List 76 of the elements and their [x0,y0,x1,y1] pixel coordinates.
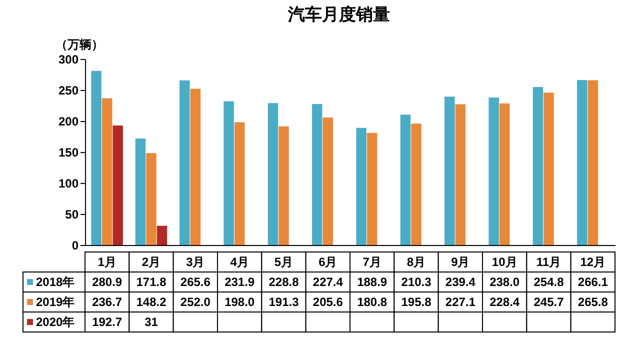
y-tick-label: 50 [65,208,79,222]
data-label: 236.7 [92,295,122,309]
bar [180,80,190,245]
bar [234,122,245,245]
data-label: 31 [144,315,158,329]
x-tick-label: 7月 [362,255,382,269]
legend-label: 2018年 [36,275,75,289]
bar [224,101,234,245]
data-label: 254.8 [534,275,564,289]
bar [190,88,201,245]
legend-label: 2019年 [36,295,75,309]
data-label: 210.3 [401,275,432,289]
bar [532,87,544,245]
bar [400,114,411,245]
bar [366,132,378,245]
bar [102,98,112,245]
bar [499,103,510,245]
data-label: 239.4 [445,275,476,289]
data-label: 266.1 [578,275,608,289]
bar [135,138,146,245]
data-label: 228.4 [490,295,520,309]
data-label: 180.8 [357,295,388,309]
data-label: 265.6 [180,275,211,289]
bar [356,128,366,245]
bar [444,96,455,245]
data-label: 171.8 [136,275,167,289]
bar [577,80,588,245]
data-label: 227.4 [312,275,344,289]
bar [312,104,322,245]
x-tick-label: 3月 [186,255,205,269]
x-tick-label: 9月 [451,255,470,269]
data-label: 238.0 [490,275,520,289]
x-tick-label: 12月 [580,255,606,269]
bar [268,103,278,245]
y-tick-label: 200 [58,114,79,128]
x-tick-label: 4月 [230,255,249,269]
data-label: 191.3 [268,295,300,309]
data-label: 265.8 [578,295,608,309]
bar [146,153,156,245]
y-axis-title: （万辆） [56,38,104,52]
bar [278,126,289,245]
data-label: 195.8 [401,295,432,309]
data-label: 227.1 [445,295,476,309]
data-label: 205.6 [312,295,344,309]
bar [156,226,168,245]
bar [544,92,554,245]
x-tick-label: 1月 [98,255,116,269]
data-label: 192.7 [92,315,122,329]
y-tick-label: 150 [58,146,79,160]
data-label: 280.9 [92,275,122,289]
data-label: 198.0 [224,295,255,309]
bar [411,124,422,245]
bar [112,126,123,245]
data-label: 228.8 [268,275,300,289]
data-label: 188.9 [357,275,388,289]
data-label: 148.2 [136,295,167,309]
bar [91,70,102,245]
x-tick-label: 8月 [406,255,426,269]
y-tick-label: 250 [58,84,79,98]
y-tick-label: 100 [58,176,79,190]
chart-title: 汽车月度销量 [287,5,390,24]
x-tick-label: 5月 [274,255,294,269]
x-tick-label: 2月 [142,255,161,269]
x-tick-label: 11月 [536,255,562,269]
bar [455,104,466,245]
y-tick-label: 0 [72,238,79,252]
data-label: 252.0 [180,295,211,309]
legend-label: 2020年 [36,315,75,329]
bar [322,118,334,245]
data-label: 245.7 [534,295,564,309]
x-tick-label: 6月 [318,255,338,269]
bar [588,80,598,245]
y-tick-label: 300 [58,52,79,66]
data-label: 231.9 [224,275,255,289]
x-tick-label: 10月 [492,255,518,269]
bar [488,97,499,245]
